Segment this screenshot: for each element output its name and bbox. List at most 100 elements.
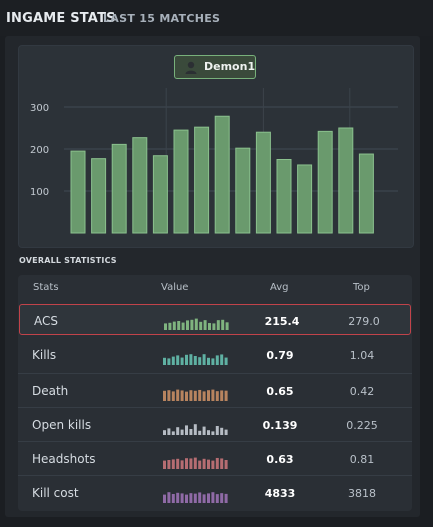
stat-top: 3818 (348, 487, 376, 500)
stats-row-death[interactable]: Death 0.65 0.42 (18, 373, 412, 407)
sparkline-bar (177, 321, 181, 330)
sparkline-bar (176, 389, 180, 401)
sparkline-bar (168, 322, 172, 330)
chart-bar[interactable] (91, 158, 107, 234)
sparkline-bar (189, 354, 193, 365)
stats-row-headshots[interactable]: Headshots 0.63 0.81 (18, 441, 412, 475)
sparkline-bar (190, 319, 194, 330)
stats-row-open-kills[interactable]: Open kills 0.139 0.225 (18, 407, 412, 441)
sparkline-bar (171, 459, 175, 469)
sparkline-bar (180, 460, 184, 469)
sparkline-bar (194, 318, 198, 330)
sparkline-bar (221, 319, 225, 330)
section-label: OVERALL STATISTICS (19, 256, 117, 265)
chart-bar[interactable] (297, 164, 313, 234)
chart-bar[interactable] (235, 147, 251, 234)
sparkline-bar (215, 355, 219, 365)
sparkline-bar (198, 389, 202, 401)
chart-bar[interactable] (317, 130, 333, 234)
sparkline-bar (185, 458, 188, 469)
sparkline-bar (167, 460, 171, 469)
sparkline-bar (211, 492, 215, 503)
sparkline-bar (199, 321, 203, 330)
sparkline-bar (185, 494, 188, 503)
stat-avg: 0.65 (266, 385, 294, 398)
sparkline-bar (216, 320, 220, 330)
sparkline-bar (163, 390, 166, 401)
sparkline-bar (207, 357, 210, 365)
column-header-avg: Avg (270, 282, 289, 293)
sparkline-bar (193, 493, 197, 503)
sparkline-bar (193, 356, 197, 365)
stats-row-kill-cost[interactable]: Kill cost 4833 3818 (18, 475, 412, 509)
stat-top: 279.0 (348, 315, 380, 328)
sparkline-bar (163, 494, 166, 503)
value-sparkline (163, 354, 228, 365)
stat-avg: 0.139 (262, 419, 298, 432)
sparkline-bar (207, 493, 210, 503)
stat-top: 0.42 (349, 385, 375, 398)
chart-bar[interactable] (152, 155, 168, 234)
sparkline-bar (211, 431, 215, 435)
value-sparkline (164, 318, 229, 330)
sparkline-bar (215, 494, 219, 503)
sparkline-bar (180, 390, 184, 401)
stat-avg: 4833 (264, 487, 296, 500)
sparkline-bar (171, 356, 175, 365)
stat-avg: 0.63 (266, 453, 294, 466)
stat-name: Kills (32, 348, 57, 362)
sparkline-bar (224, 493, 228, 503)
chart-bar[interactable] (173, 129, 189, 234)
sparkline-bar (185, 391, 188, 401)
sparkline-bar (172, 321, 176, 330)
sparkline-bar (211, 460, 215, 469)
sparkline-bar (211, 358, 215, 365)
sparkline-bar (171, 494, 175, 503)
sparkline-bar (215, 457, 219, 469)
sparkline-bar (176, 492, 180, 503)
sparkline-bar (189, 429, 193, 435)
sparkline-bar (180, 357, 184, 365)
sparkline-bar (207, 430, 210, 435)
value-sparkline (163, 389, 228, 401)
value-sparkline (163, 492, 228, 503)
chart-bar[interactable] (276, 159, 292, 234)
chart-bar[interactable] (358, 153, 374, 234)
sparkline-bar (207, 390, 210, 401)
sparkline-bar (202, 458, 206, 469)
sparkline-bar (181, 322, 185, 330)
chart-bar[interactable] (255, 131, 271, 234)
sparkline-bar (220, 458, 224, 469)
sparkline-bar (220, 493, 224, 503)
column-header-value: Value (161, 282, 189, 293)
sparkline-bar (215, 391, 219, 401)
sparkline-bar (185, 354, 188, 365)
chart-bar[interactable] (111, 143, 127, 234)
player-badge[interactable]: Demon1 (174, 55, 256, 79)
chart-bar[interactable] (214, 115, 230, 234)
sparkline-bar (176, 427, 180, 435)
chart-bar[interactable] (194, 126, 210, 234)
player-name: Demon1 (204, 60, 256, 73)
sparkline-bar (193, 424, 197, 435)
sparkline-bar (198, 357, 202, 365)
chart-bar[interactable] (70, 150, 86, 234)
sparkline-bar (198, 460, 202, 469)
chart-bar[interactable] (132, 137, 148, 234)
sparkline-bar (224, 357, 228, 365)
chart-bar[interactable] (338, 127, 354, 234)
page-title: INGAME STATS (6, 11, 116, 26)
stat-name: Kill cost (32, 486, 79, 500)
stats-row-kills[interactable]: Kills 0.79 1.04 (18, 338, 412, 372)
stats-row-acs[interactable]: ACS 215.4 279.0 (19, 304, 411, 335)
stat-name: Headshots (32, 452, 96, 466)
sparkline-bar (220, 354, 224, 365)
stat-top: 0.81 (349, 453, 375, 466)
sparkline-bar (180, 429, 184, 435)
sparkline-bar (163, 357, 166, 365)
sparkline-bar (198, 492, 202, 503)
page-subtitle: LAST 15 MATCHES (103, 12, 221, 25)
stat-avg: 215.4 (264, 315, 300, 328)
sparkline-bar (176, 355, 180, 365)
